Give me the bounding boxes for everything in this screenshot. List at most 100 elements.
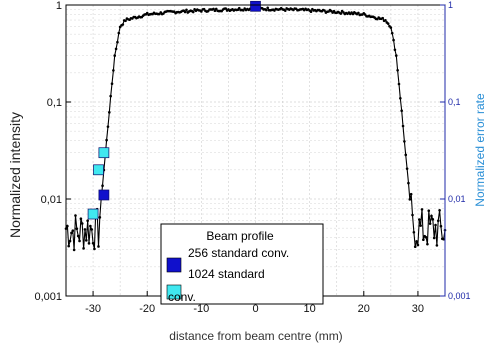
beam-profile-point — [416, 243, 420, 247]
beam-profile-point — [78, 239, 81, 243]
marker-256-standard-conv — [98, 189, 110, 201]
beam-profile-point — [70, 231, 73, 235]
legend-box — [160, 223, 324, 305]
right-tick-label: 0,001 — [448, 291, 471, 301]
y-tick-label: 0,1 — [47, 97, 62, 109]
beam-profile-point — [428, 222, 432, 225]
beam-profile-point — [105, 138, 108, 142]
beam-profile-point — [432, 236, 436, 240]
marker-1024-standard-conv — [98, 147, 110, 159]
beam-profile-point — [357, 11, 360, 15]
beam-profile-point — [399, 96, 402, 100]
marker-256-standard-conv — [250, 0, 261, 12]
beam-profile-point — [66, 224, 69, 228]
x-tick-label: 0 — [252, 303, 258, 315]
beam-profile-point — [212, 7, 215, 11]
beam-profile-point — [381, 16, 385, 20]
beam-profile-point — [113, 54, 117, 57]
beam-profile-point — [109, 94, 112, 98]
beam-profile-point — [67, 244, 71, 248]
beam-profile-point — [112, 69, 115, 72]
marker-1024-standard-conv — [87, 208, 99, 220]
beam-profile-point — [420, 208, 424, 211]
beam-profile-point — [390, 31, 394, 35]
legend-entry-1024: 1024 standard — [188, 267, 265, 281]
y-tick-label: 0,01 — [41, 194, 62, 206]
y-axis-label: Normalized intensity — [7, 112, 23, 238]
beam-profile-point — [323, 9, 326, 12]
beam-profile-point — [80, 222, 84, 225]
right-axis-label: Normalized error rate — [473, 93, 487, 207]
beam-profile-point — [79, 217, 83, 220]
x-tick-label: 10 — [304, 303, 316, 315]
beam-profile-point — [309, 10, 313, 13]
beam-profile-point — [106, 125, 110, 128]
beam-profile-point — [185, 8, 188, 12]
beam-profile-point — [407, 181, 410, 185]
beam-profile-point — [242, 9, 245, 12]
beam-profile-point — [434, 223, 437, 227]
beam-profile-point — [265, 8, 268, 12]
beam-profile-point — [85, 239, 88, 242]
beam-profile-point — [98, 216, 102, 219]
beam-profile-point — [114, 47, 118, 51]
beam-profile-point — [392, 38, 395, 42]
right-axis-ticks: 0,001 0,01 0,1 1 — [440, 0, 471, 301]
right-tick-label: 0,1 — [448, 97, 461, 107]
beam-profile-point — [86, 219, 89, 222]
y-tick-label: 0,001 — [34, 291, 62, 303]
beam-profile-point — [393, 48, 397, 52]
beam-profile-point — [117, 31, 121, 35]
beam-profile-point — [124, 19, 127, 23]
beam-profile-point — [224, 7, 228, 10]
beam-profile-point — [121, 23, 125, 26]
x-tick-label: -30 — [85, 303, 101, 315]
beam-profile-point — [68, 239, 72, 243]
beam-profile-point — [200, 10, 203, 13]
beam-profile-point — [266, 6, 269, 10]
beam-profile-point — [401, 124, 405, 128]
beam-profile-point — [422, 238, 425, 241]
beam-profile-point — [439, 224, 443, 228]
beam-profile-point — [76, 234, 80, 238]
beam-profile-point — [394, 54, 398, 57]
beam-profile-point — [90, 228, 94, 231]
beam-profile-point — [108, 111, 111, 114]
beam-profile-point — [91, 241, 95, 245]
beam-profile-point — [426, 242, 429, 246]
legend-entry-1024-cont: conv. — [168, 290, 196, 304]
x-tick-label: 30 — [412, 303, 424, 315]
beam-profile-point — [405, 167, 409, 170]
beam-profile-point — [183, 10, 187, 14]
beam-profile-point — [419, 224, 422, 227]
beam-profile-point — [83, 228, 87, 231]
beam-profile-point — [435, 244, 439, 247]
beam-profile-point — [397, 82, 401, 86]
beam-profile-point — [404, 153, 408, 157]
beam-profile-point — [213, 9, 217, 12]
beam-profile-point — [72, 248, 76, 252]
beam-profile-point — [436, 219, 440, 223]
beam-profile-point — [89, 224, 92, 228]
legend-entry-256: 256 standard conv. — [188, 246, 289, 260]
beam-profile-point — [415, 240, 418, 243]
beam-profile-point — [93, 247, 96, 251]
beam-profile-point — [403, 140, 406, 143]
x-tick-label: 20 — [358, 303, 370, 315]
beam-profile-point — [101, 184, 104, 188]
marker-1024-standard-conv — [93, 164, 104, 176]
beam-profile-point — [237, 6, 241, 10]
x-tick-label: -20 — [139, 303, 155, 315]
beam-profile-point — [427, 209, 431, 213]
beam-profile-point — [400, 109, 403, 113]
beam-profile-point — [413, 245, 417, 248]
x-tick-label: -10 — [193, 303, 209, 315]
legend: Beam profile 256 standard conv. 1024 sta… — [160, 223, 324, 305]
beam-profile-point — [339, 12, 343, 15]
x-axis-label: distance from beam centre (mm) — [169, 329, 342, 343]
beam-profile-point — [412, 230, 416, 234]
beam-profile-point — [438, 208, 441, 212]
beam-profile-point — [82, 247, 85, 250]
beam-profile-point — [71, 229, 75, 232]
